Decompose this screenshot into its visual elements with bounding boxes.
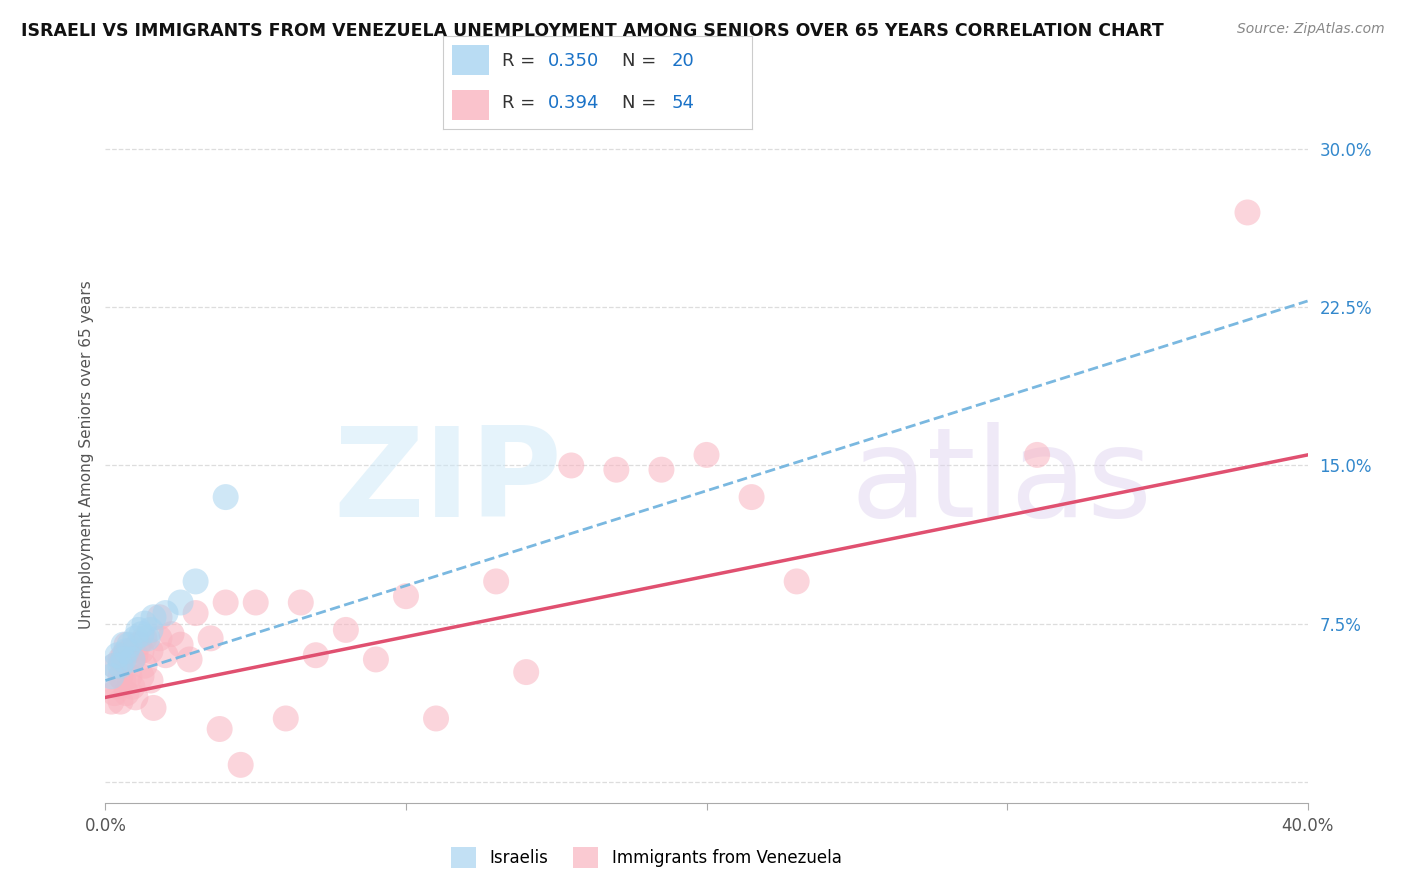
Point (335, 623, 357, 637)
Point (1236, 205, 1258, 219)
Legend: Israelis, Immigrants from Venezuela: Israelis, Immigrants from Venezuela (444, 841, 848, 874)
Point (179, 652, 201, 666)
Text: ZIP: ZIP (333, 422, 562, 543)
Point (160, 627, 183, 641)
Point (118, 644, 141, 658)
Bar (453, 90, 489, 120)
Point (128, 638, 150, 652)
Point (131, 669, 153, 683)
Point (112, 648, 135, 663)
Point (124, 648, 146, 663)
Point (605, 463, 627, 477)
Point (115, 638, 138, 652)
Point (118, 669, 141, 683)
Y-axis label: Unemployment Among Seniors over 65 years: Unemployment Among Seniors over 65 years (79, 281, 94, 629)
Point (110, 658, 132, 673)
Point (112, 638, 135, 652)
Text: N =: N = (623, 52, 662, 70)
Point (184, 606, 207, 620)
Point (128, 623, 150, 637)
Point (208, 722, 231, 736)
Point (274, 711, 297, 725)
Text: 0.350: 0.350 (548, 52, 599, 70)
Point (107, 648, 129, 663)
Point (134, 632, 156, 646)
Point (200, 632, 222, 646)
Point (245, 595, 267, 609)
Point (155, 648, 177, 663)
Point (142, 610, 165, 624)
Point (103, 658, 125, 673)
Point (485, 574, 508, 589)
Point (100, 669, 122, 683)
Point (560, 458, 582, 473)
Point (139, 623, 162, 637)
Point (395, 589, 418, 603)
Point (107, 680, 129, 694)
Point (110, 695, 132, 709)
Text: N =: N = (623, 95, 662, 112)
Bar (453, 45, 489, 75)
Point (1026, 448, 1049, 462)
Point (110, 652, 132, 666)
Point (515, 665, 537, 679)
Point (696, 448, 718, 462)
Text: 0.394: 0.394 (548, 95, 599, 112)
Point (115, 686, 138, 700)
Point (131, 627, 153, 641)
Point (134, 616, 156, 631)
Point (115, 644, 138, 658)
Point (142, 701, 165, 715)
Point (124, 632, 146, 646)
Point (169, 595, 191, 609)
Point (148, 632, 170, 646)
Point (139, 644, 162, 658)
Point (112, 673, 135, 688)
Point (214, 490, 236, 504)
Point (136, 632, 159, 646)
Point (118, 638, 141, 652)
Point (305, 648, 328, 663)
Text: 20: 20 (672, 52, 695, 70)
Point (425, 711, 447, 725)
Point (169, 638, 191, 652)
Point (139, 673, 162, 688)
Point (650, 463, 672, 477)
Point (786, 574, 808, 589)
Point (229, 757, 252, 772)
Point (103, 658, 125, 673)
Point (131, 644, 153, 658)
Point (364, 652, 387, 666)
Point (110, 669, 132, 683)
Point (155, 606, 177, 620)
Point (100, 695, 122, 709)
Text: R =: R = (502, 52, 541, 70)
Point (103, 686, 125, 700)
Text: R =: R = (502, 95, 541, 112)
Text: 54: 54 (672, 95, 695, 112)
Point (134, 658, 156, 673)
Point (124, 690, 146, 705)
Point (741, 490, 763, 504)
Point (121, 652, 143, 666)
Text: Source: ZipAtlas.com: Source: ZipAtlas.com (1237, 22, 1385, 37)
Text: atlas: atlas (851, 422, 1153, 543)
Point (112, 652, 135, 666)
Point (290, 595, 312, 609)
Point (214, 595, 236, 609)
Point (121, 652, 143, 666)
Point (184, 574, 207, 589)
Text: ISRAELI VS IMMIGRANTS FROM VENEZUELA UNEMPLOYMENT AMONG SENIORS OVER 65 YEARS CO: ISRAELI VS IMMIGRANTS FROM VENEZUELA UNE… (21, 22, 1164, 40)
Point (148, 610, 170, 624)
Point (121, 680, 143, 694)
